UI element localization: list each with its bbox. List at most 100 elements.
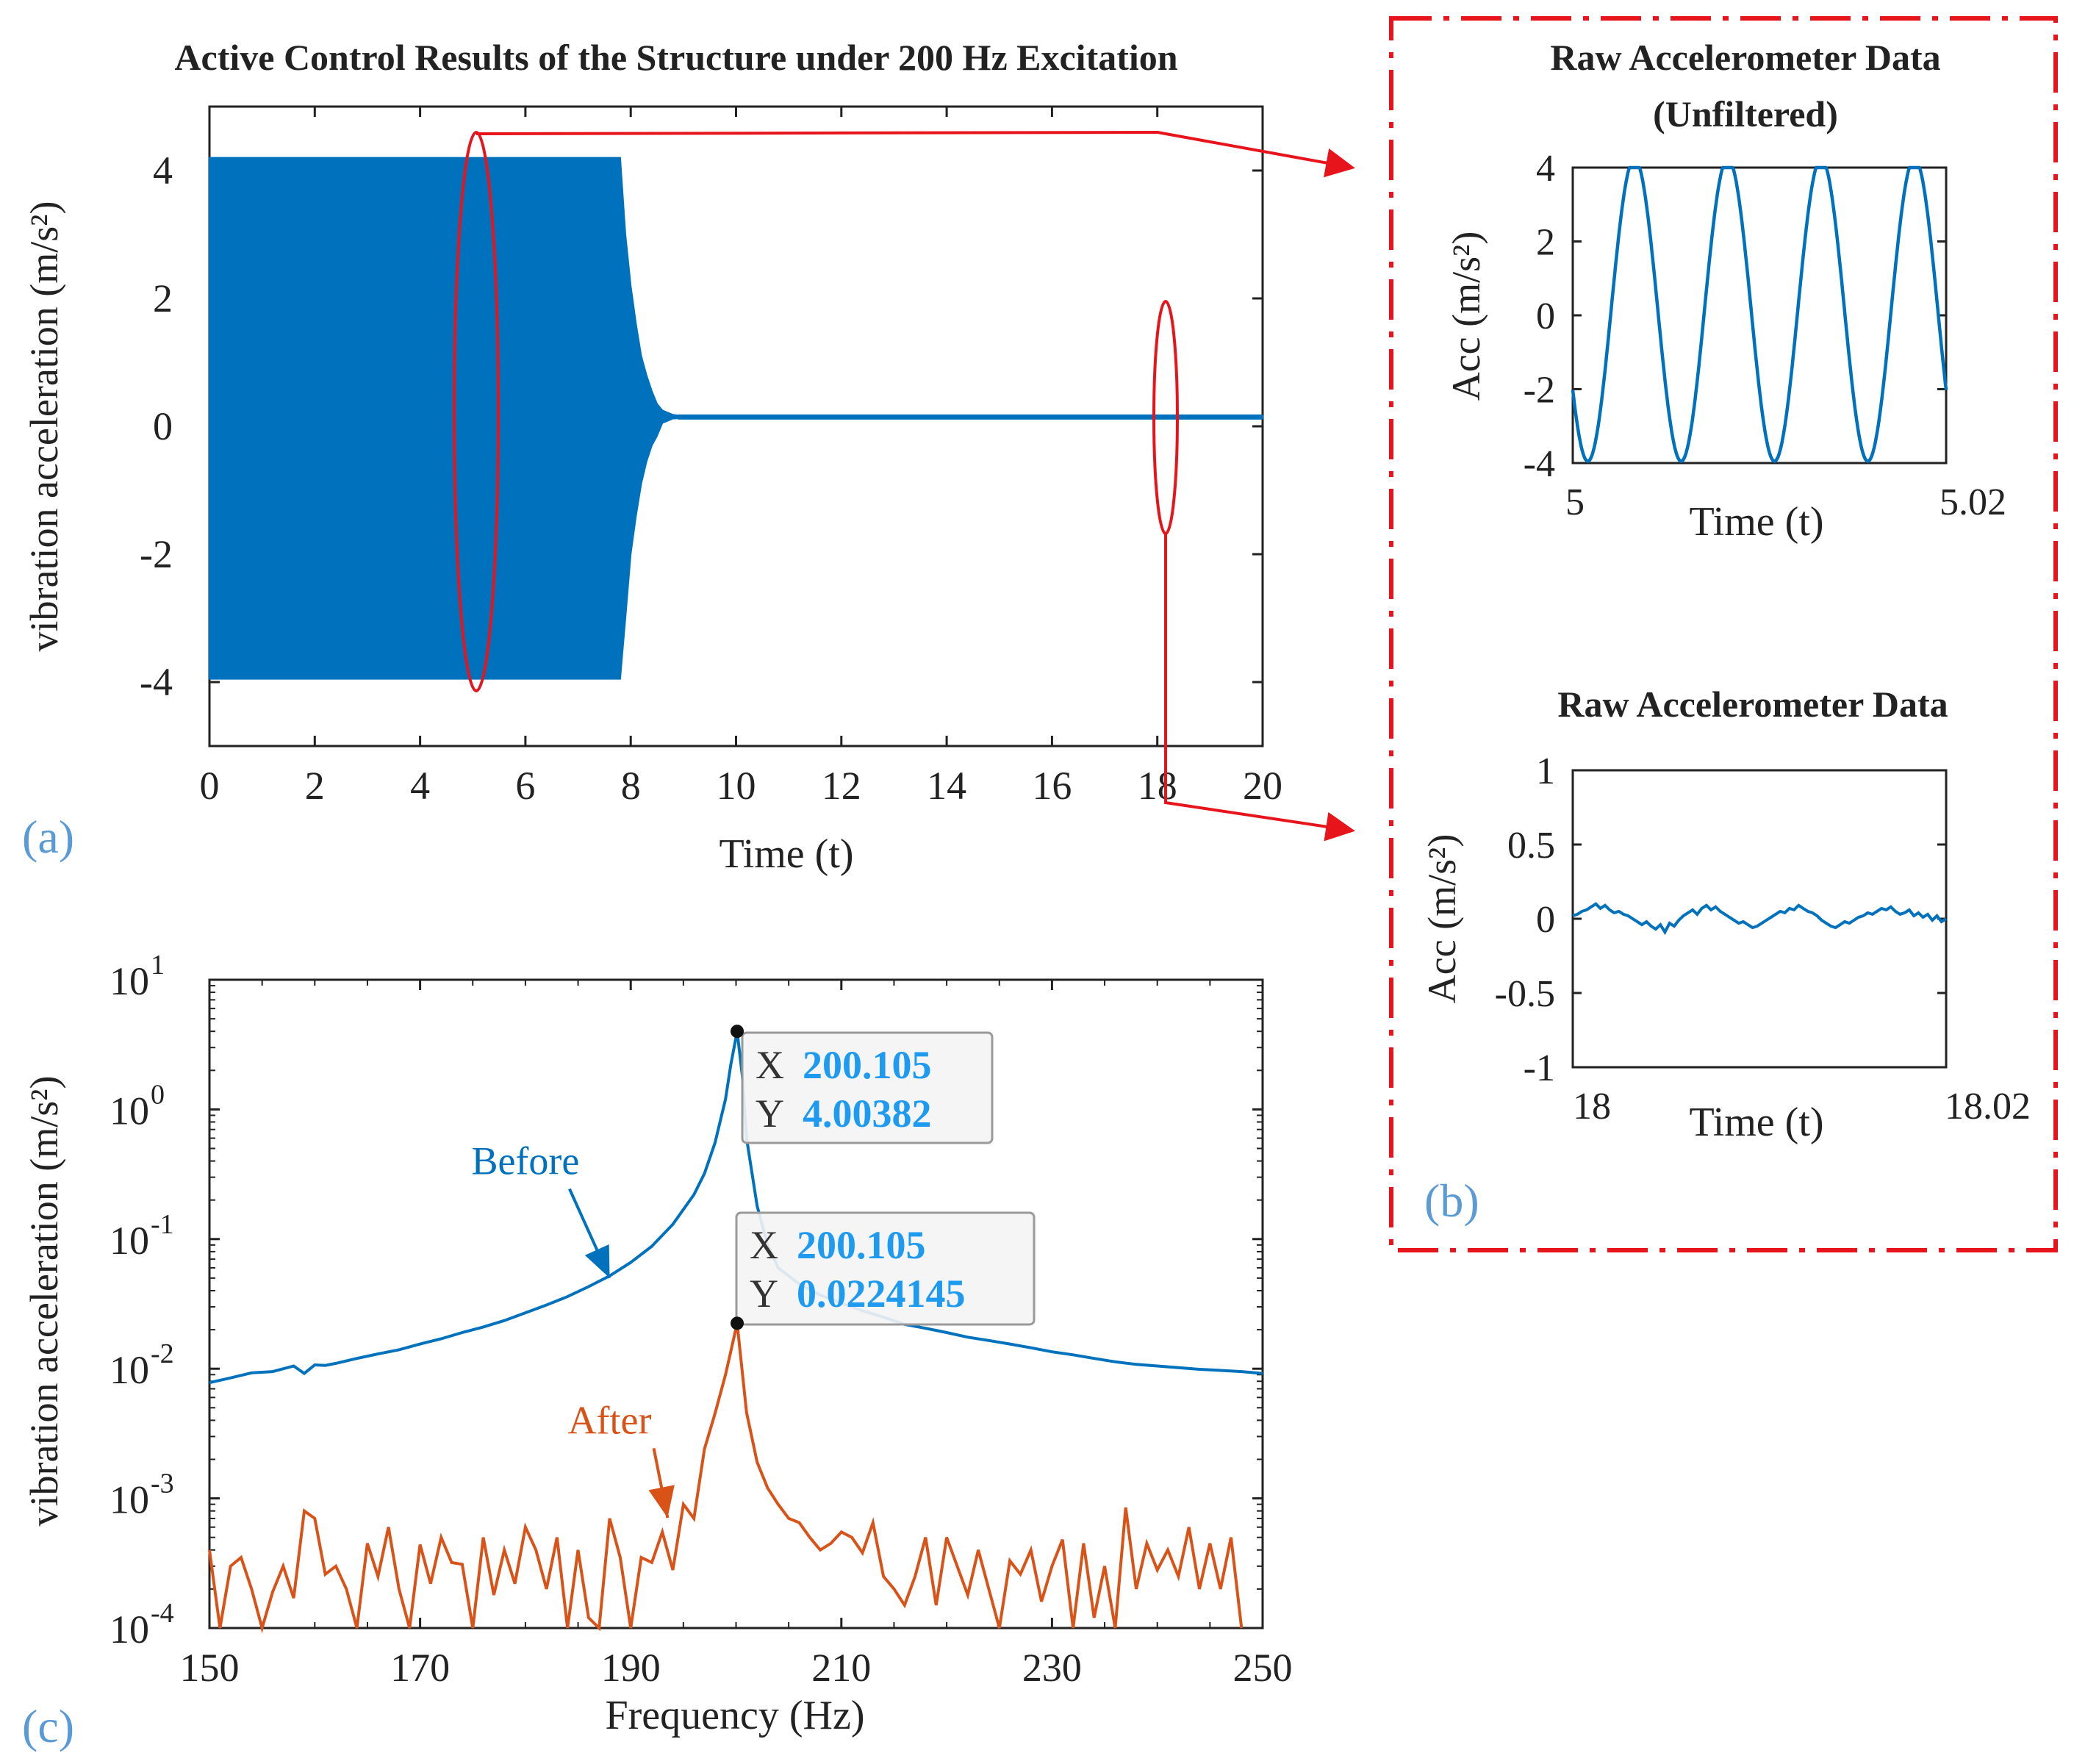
datatip-box: [741, 1031, 994, 1144]
callout-arrow-1: [476, 130, 1355, 178]
x-tick-label: 8: [621, 764, 641, 808]
y-tick-base: 10: [110, 1607, 149, 1652]
y-tick-label: 10 -3: [110, 1469, 174, 1522]
x-tick-label: 6: [515, 764, 535, 808]
panel-a-title: Active Control Results of the Structure …: [174, 37, 1177, 78]
panel-b1-ticks: -4 -2 0 2 4 5 5.02: [1524, 148, 2006, 523]
datatip-y-value: 0.0224145: [797, 1272, 966, 1316]
y-tick-label: -0.5: [1495, 973, 1555, 1015]
y-tick-label: 0: [153, 404, 173, 448]
y-tick-label: 10 -1: [110, 1209, 174, 1263]
x-tick-label: 5.02: [1940, 481, 2006, 523]
x-tick-label: 210: [811, 1646, 871, 1690]
annotation-before-label: Before: [471, 1139, 579, 1183]
y-tick-exponent: -2: [151, 1338, 174, 1369]
annotation-after-label: After: [568, 1398, 652, 1442]
panel-a-data: [209, 157, 1263, 680]
panel-c-xlabel: Frequency (Hz): [606, 1693, 865, 1738]
y-tick-exponent: 0: [151, 1079, 165, 1110]
panel-b2-ticks: -1 -0.5 0 0.5 1 18 18.02: [1495, 750, 2031, 1127]
datatip-x-value: 200.105: [797, 1223, 926, 1267]
datatip[interactable]: X 200.105 Y 0.0224145: [731, 1211, 1036, 1330]
y-tick-label: 10 1: [110, 950, 165, 1003]
x-tick-label: 190: [601, 1646, 661, 1690]
annotation-after-arrowhead: [648, 1485, 675, 1519]
panel-c-label: (c): [22, 1700, 74, 1752]
y-tick-exponent: -1: [151, 1209, 174, 1240]
y-tick-label: -2: [1524, 370, 1555, 412]
x-tick-label: 14: [927, 764, 966, 808]
panel-b1-data: [1571, 165, 1948, 463]
y-tick-base: 10: [110, 1478, 149, 1522]
y-tick-base: 10: [110, 959, 149, 1003]
x-tick-label: 0: [200, 764, 220, 808]
panel-c-data: Before After X 200.105 Y 4.00382 X 200.105 Y 0.02…: [208, 1025, 1263, 1634]
panel-a-ticks: 0 2 4 6 8 10 12 14 16 18 20 -4 -2 0 2 4: [140, 107, 1282, 808]
datatip-y-label: Y: [756, 1091, 784, 1136]
datatip-x-label: X: [750, 1223, 778, 1267]
panel-b1-title-line1: Raw Accelerometer Data: [1550, 37, 1940, 78]
x-tick-label: 18: [1573, 1086, 1611, 1127]
datatip-x-value: 200.105: [803, 1043, 932, 1087]
panel-b2-xlabel: Time (t): [1689, 1100, 1823, 1145]
panel-b-label: (b): [1424, 1175, 1479, 1227]
x-tick-label: 170: [390, 1646, 450, 1690]
x-tick-label: 150: [180, 1646, 240, 1690]
panel-a-ylabel: vibration acceleration (m/s²): [22, 201, 66, 652]
y-tick-label: -4: [1524, 443, 1555, 485]
y-tick-label: 0: [1536, 295, 1555, 337]
y-tick-label: 4: [153, 148, 173, 193]
datatip[interactable]: X 200.105 Y 4.00382: [731, 1025, 994, 1144]
x-tick-label: 16: [1032, 764, 1072, 808]
panel-b2-data: [1572, 902, 1948, 936]
x-tick-label: 5: [1565, 481, 1585, 523]
panel-b2-ylabel: Acc (m/s²): [1420, 834, 1464, 1004]
panel-c-ylabel: vibration acceleration (m/s²): [22, 1076, 66, 1527]
y-tick-label: -4: [140, 660, 173, 704]
x-tick-label: 4: [410, 764, 430, 808]
panel-b2-title: Raw Accelerometer Data: [1557, 684, 1948, 725]
y-tick-base: 10: [110, 1089, 149, 1133]
callout-arrow-2: [1164, 534, 1355, 842]
x-tick-label: 18.02: [1945, 1086, 2031, 1127]
x-tick-label: 18: [1138, 764, 1177, 808]
datatip-marker: [731, 1316, 744, 1330]
y-tick-label: -2: [140, 532, 173, 576]
x-tick-label: 250: [1233, 1646, 1293, 1690]
panel-a-label: (a): [22, 811, 74, 863]
y-tick-exponent: -4: [151, 1598, 174, 1629]
panel-b1-xlabel: Time (t): [1689, 499, 1823, 545]
panel-b1-title-line2: (Unfiltered): [1653, 93, 1838, 135]
panel-b-frame: [1389, 16, 2058, 1252]
panel-a-xlabel: Time (t): [719, 831, 853, 877]
y-tick-label: 10 -4: [110, 1598, 174, 1652]
y-tick-label: 2: [153, 276, 173, 320]
panel-a: Active Control Results of the Structure …: [22, 37, 1355, 877]
y-tick-label: 1: [1536, 750, 1555, 792]
y-tick-label: 2: [1536, 222, 1555, 264]
datatip-marker: [731, 1025, 744, 1039]
x-tick-label: 20: [1243, 764, 1282, 808]
y-tick-label: 4: [1536, 148, 1555, 190]
x-tick-label: 230: [1022, 1646, 1082, 1690]
y-tick-base: 10: [110, 1348, 149, 1392]
datatip-y-label: Y: [750, 1272, 778, 1316]
x-tick-label: 12: [822, 764, 861, 808]
y-tick-label: -1: [1524, 1047, 1555, 1089]
y-tick-label: 0: [1536, 899, 1555, 941]
y-tick-exponent: -3: [151, 1469, 174, 1499]
series-line-before: [209, 1030, 1263, 1385]
y-tick-base: 10: [110, 1219, 149, 1263]
raw-accelerometer-signal: [1571, 165, 1948, 463]
datatip-x-label: X: [756, 1043, 784, 1087]
x-tick-label: 10: [717, 764, 756, 808]
datatip-y-value: 4.00382: [803, 1091, 932, 1136]
datatip-box: [735, 1211, 1036, 1326]
x-tick-label: 2: [305, 764, 325, 808]
annotation-before-arrowhead: [584, 1244, 610, 1278]
panel-b2-axes-box: [1571, 769, 1948, 1069]
panel-b1-ylabel: Acc (m/s²): [1444, 232, 1488, 401]
